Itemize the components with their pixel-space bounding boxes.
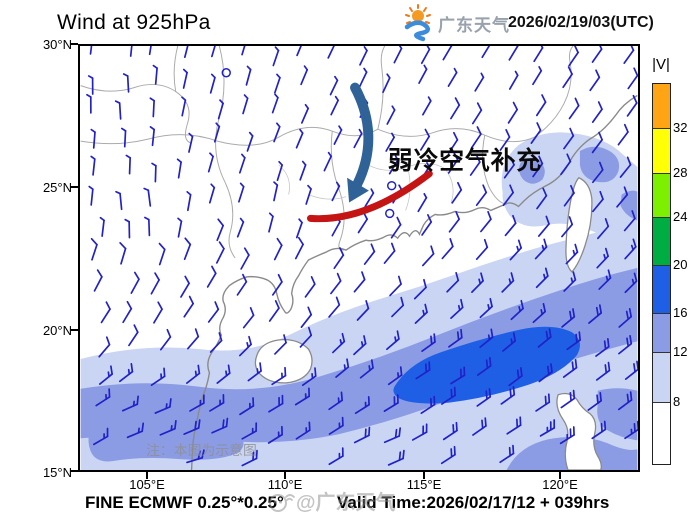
brand-area: 广东天气 (397, 4, 510, 42)
colorbar-tick-label: 24 (673, 209, 688, 224)
brand-name: 广东天气 (438, 15, 510, 35)
sun-cloud-logo-icon (404, 4, 431, 42)
lat-label-30n: 30°N (42, 37, 72, 52)
colorbar-segment (653, 218, 670, 266)
annotation-label: 弱冷空气补充 (388, 146, 542, 175)
lon-axis-tick (146, 470, 148, 479)
colorbar-tick-label: 28 (673, 165, 688, 180)
lat-label-15n: 15°N (42, 465, 72, 480)
coastline (190, 94, 638, 470)
lat-axis-tick (70, 470, 78, 472)
colorbar-segment (653, 174, 670, 218)
colorbar-tick-label: 12 (673, 344, 688, 359)
island-outlines (254, 176, 602, 470)
page-title: Wind at 925hPa (57, 11, 211, 34)
lon-axis-tick (284, 470, 286, 479)
station-marker-icons (221, 68, 397, 219)
lon-axis-tick (559, 470, 561, 479)
lon-label-120e: 120°E (542, 477, 578, 492)
cold-air-arrow-icon (347, 82, 374, 203)
colorbar-segment (653, 266, 670, 314)
lon-label-115e: 115°E (406, 477, 442, 492)
colorbar-tick-label: 32 (673, 120, 688, 135)
valid-time-label: Valid Time:2026/02/17/12 + 039hrs (337, 493, 610, 512)
map-canvas: 弱冷空气补充 注：本图为示意图 (78, 44, 640, 472)
shade-region-12kt (80, 146, 638, 470)
colorbar-title: |V| (652, 56, 670, 73)
lon-axis-tick (423, 470, 425, 479)
colorbar (652, 83, 671, 465)
issue-time: 2026/02/19/03(UTC) (508, 14, 654, 31)
lat-axis-tick (70, 186, 78, 188)
colorbar-segment (653, 84, 670, 129)
lat-axis-tick (70, 43, 78, 45)
lon-label-105e: 105°E (129, 477, 165, 492)
colorbar-tick-label: 8 (673, 394, 681, 409)
colorbar-tick-label: 16 (673, 305, 688, 320)
wind-map-svg: 弱冷空气补充 注：本图为示意图 (80, 46, 638, 470)
colorbar-segment (653, 403, 670, 464)
colorbar-segment (653, 129, 670, 174)
colorbar-segment (653, 314, 670, 353)
lat-label-20n: 20°N (42, 323, 72, 338)
lat-axis-tick (70, 329, 78, 331)
model-resolution-label: FINE ECMWF 0.25°*0.25° (85, 493, 284, 512)
colorbar-segment (653, 353, 670, 403)
front-arc-icon (306, 170, 433, 223)
colorbar-tick-label: 20 (673, 257, 688, 272)
lon-label-110e: 110°E (267, 477, 303, 492)
schematic-note-watermark: 注：本图为示意图 (146, 442, 257, 458)
lat-label-25n: 25°N (42, 180, 72, 195)
